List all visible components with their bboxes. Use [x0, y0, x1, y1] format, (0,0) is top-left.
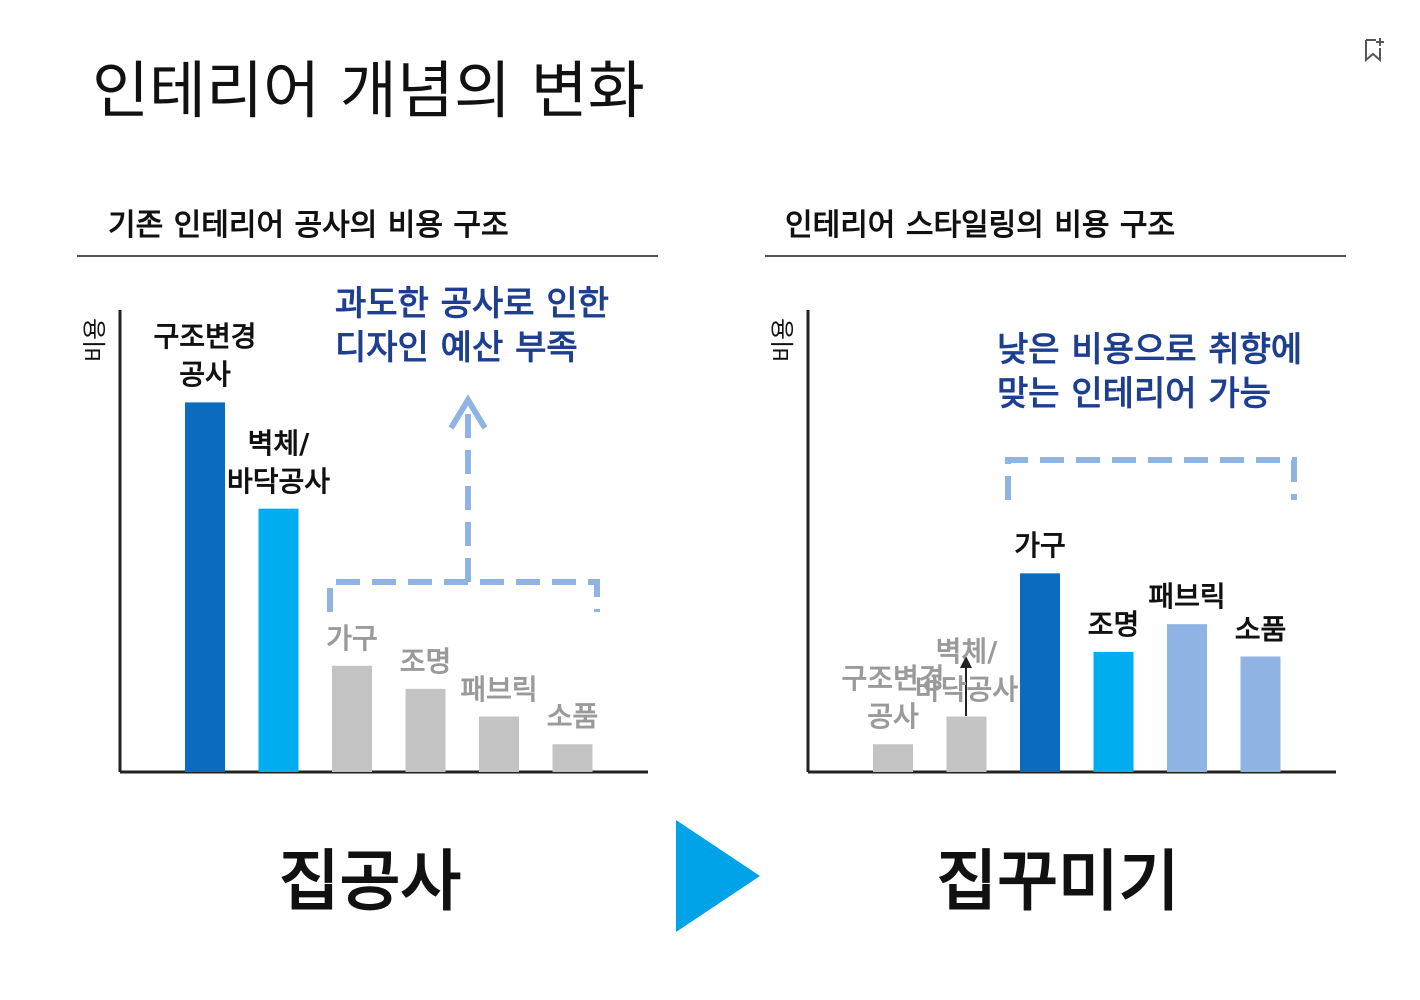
left-bracket	[327, 579, 600, 612]
chart-title: 기존 인테리어 공사의 비용 구조	[108, 208, 509, 243]
bar	[1020, 573, 1060, 772]
transition-arrow	[676, 820, 760, 932]
caption: 집꾸미기	[936, 843, 1180, 920]
caption: 집공사	[278, 843, 462, 920]
bracket	[327, 410, 1297, 612]
arrow-head	[448, 394, 488, 430]
bar	[185, 402, 225, 772]
small-arrow-head	[960, 656, 972, 668]
bar-label: 벽체/ 바닥공사	[226, 426, 331, 498]
bar-label: 구조변경 공사	[841, 662, 945, 734]
bar-label: 소품	[1234, 612, 1287, 646]
bar	[873, 744, 913, 772]
chart-title: 인테리어 스타일링의 비용 구조	[785, 208, 1176, 243]
right-bracket	[1005, 457, 1297, 500]
bar	[1167, 624, 1207, 772]
bar	[1240, 656, 1281, 772]
bar	[258, 508, 299, 772]
bar	[332, 665, 372, 772]
bar-label: 가구	[1014, 529, 1066, 563]
bar-label: 가구	[326, 621, 378, 655]
bar	[552, 744, 593, 772]
bar-label: 패브릭	[1148, 580, 1226, 614]
bar	[1093, 651, 1134, 772]
y-axis-label: 비용	[769, 318, 797, 362]
bar-label: 패브릭	[460, 672, 538, 706]
bar	[479, 716, 519, 772]
bar-label: 조명	[399, 644, 452, 678]
bar-label: 소품	[546, 700, 599, 734]
annotation: 낮은 비용으로 취향에 맞는 인테리어 가능	[997, 330, 1303, 414]
bar-label: 벽체/ 바닥공사	[914, 634, 1019, 706]
bar-label: 구조변경 공사	[153, 320, 257, 392]
page-title: 인테리어 개념의 변화	[92, 54, 645, 127]
bar	[946, 716, 987, 772]
bar-label: 조명	[1087, 607, 1140, 641]
annotation: 과도한 공사로 인한 디자인 예산 부족	[335, 284, 609, 368]
y-axis-label: 비용	[81, 318, 109, 362]
bookmark-icon[interactable]	[1365, 38, 1384, 63]
bar	[405, 688, 446, 772]
